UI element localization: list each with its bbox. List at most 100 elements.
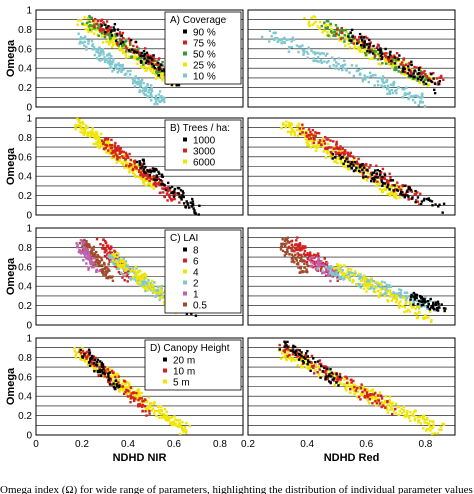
y-tick-label: 1 (26, 334, 32, 345)
data-point (438, 203, 441, 206)
data-point (300, 363, 303, 367)
data-point (321, 263, 325, 267)
data-point (85, 45, 88, 49)
data-point (177, 84, 181, 87)
data-point (137, 47, 140, 50)
data-point (362, 284, 366, 287)
data-point (103, 267, 107, 271)
data-point (383, 173, 387, 177)
data-point (154, 176, 158, 180)
data-point (123, 382, 127, 386)
data-point (127, 166, 130, 170)
data-point (403, 72, 407, 76)
data-point (336, 276, 339, 279)
data-point (334, 150, 337, 154)
data-point (403, 88, 406, 91)
data-point (306, 349, 309, 353)
data-point (110, 152, 113, 155)
data-point (404, 415, 407, 419)
data-point (283, 36, 286, 40)
data-point (102, 32, 105, 35)
data-point (98, 259, 101, 263)
data-point (146, 176, 150, 179)
legend-marker (183, 137, 187, 142)
data-point (103, 366, 107, 369)
data-point (111, 256, 115, 260)
data-point (88, 359, 92, 363)
data-point (324, 376, 327, 379)
data-point (95, 131, 99, 134)
data-point (402, 59, 405, 63)
data-point (370, 171, 373, 175)
data-point (314, 20, 317, 24)
data-point (301, 48, 305, 52)
data-point (401, 296, 404, 299)
data-point (86, 25, 90, 28)
data-point (295, 351, 299, 355)
data-point (291, 346, 295, 349)
data-point (160, 180, 164, 183)
data-point (337, 68, 341, 71)
data-point (77, 19, 80, 22)
data-point (135, 56, 139, 59)
data-point (137, 170, 141, 174)
data-point (319, 362, 323, 366)
data-point (290, 46, 293, 49)
data-point (379, 176, 382, 180)
data-point (356, 169, 360, 172)
data-point (379, 285, 382, 288)
data-point (116, 158, 119, 161)
data-point (364, 78, 367, 81)
data-point (439, 425, 443, 428)
data-point (107, 251, 111, 255)
data-point (331, 372, 335, 375)
data-point (384, 59, 387, 63)
data-point (149, 406, 152, 409)
data-point (406, 62, 409, 65)
data-point (427, 83, 431, 87)
data-point (95, 268, 99, 272)
data-point (86, 28, 90, 32)
data-point (364, 46, 367, 50)
data-point (116, 152, 119, 156)
data-point (119, 260, 122, 263)
data-point (351, 162, 354, 166)
data-point (145, 87, 148, 90)
data-point (399, 291, 402, 295)
data-point (141, 283, 145, 286)
data-point (191, 200, 195, 203)
data-point (90, 354, 94, 358)
data-point (123, 388, 127, 391)
data-point (309, 139, 312, 142)
data-point (323, 60, 326, 63)
data-point (334, 147, 338, 150)
data-point (141, 180, 145, 183)
data-point (329, 139, 332, 142)
data-point (285, 344, 288, 347)
data-point (102, 147, 106, 151)
data-point (373, 54, 377, 58)
data-point (149, 61, 153, 64)
data-point (343, 378, 346, 381)
data-point (370, 48, 373, 51)
data-point (131, 267, 135, 270)
data-point (329, 265, 333, 268)
data-point (117, 62, 120, 65)
data-point (177, 425, 180, 429)
data-point (421, 71, 425, 74)
data-point (336, 279, 339, 282)
data-point (112, 262, 115, 265)
data-point (431, 204, 434, 207)
data-point (91, 48, 95, 51)
data-point (326, 367, 329, 371)
data-point (306, 56, 309, 59)
data-point (401, 184, 404, 187)
data-point (444, 307, 447, 310)
data-point (133, 278, 136, 281)
data-point (177, 192, 181, 195)
data-point (150, 95, 154, 99)
data-point (122, 392, 126, 396)
data-point (407, 185, 410, 189)
data-point (368, 394, 371, 397)
data-point (158, 416, 161, 419)
